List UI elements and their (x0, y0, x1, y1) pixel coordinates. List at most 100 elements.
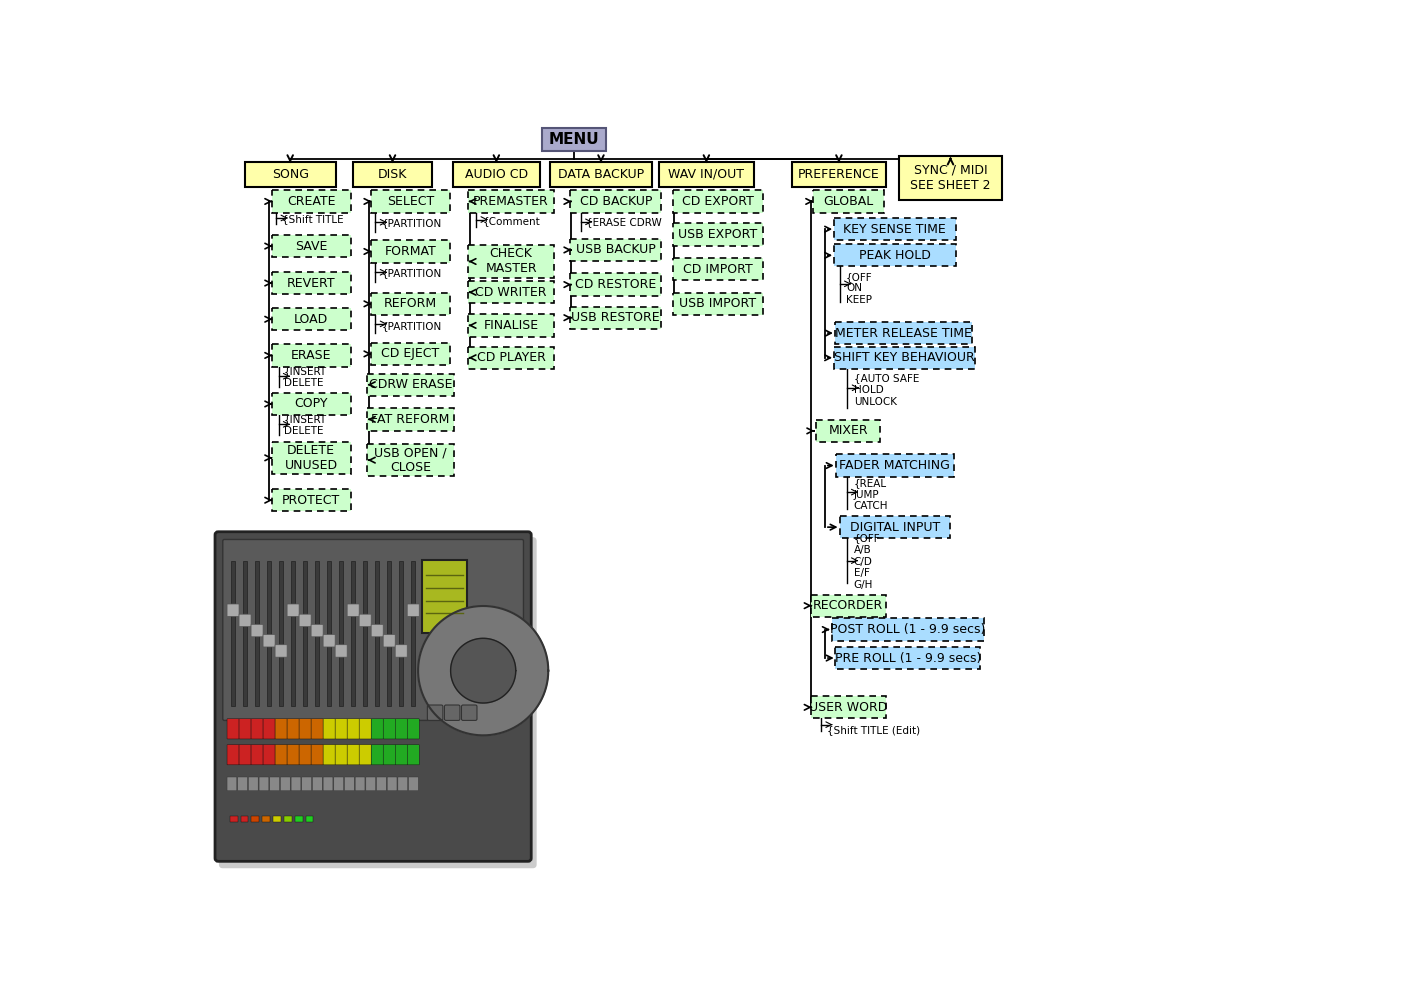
FancyBboxPatch shape (388, 560, 392, 706)
FancyBboxPatch shape (347, 745, 359, 765)
FancyBboxPatch shape (359, 745, 371, 765)
FancyBboxPatch shape (334, 777, 344, 791)
FancyBboxPatch shape (383, 719, 395, 739)
Text: {Shift TITLE: {Shift TITLE (282, 214, 344, 224)
FancyBboxPatch shape (371, 745, 383, 765)
FancyBboxPatch shape (240, 816, 249, 822)
Text: {INSERT
DELETE: {INSERT DELETE (284, 366, 327, 388)
Text: SYNC / MIDI
SEE SHEET 2: SYNC / MIDI SEE SHEET 2 (910, 164, 991, 191)
FancyBboxPatch shape (397, 777, 407, 791)
FancyBboxPatch shape (302, 777, 312, 791)
FancyBboxPatch shape (336, 645, 347, 657)
FancyBboxPatch shape (658, 162, 754, 186)
Text: {Comment: {Comment (483, 215, 541, 225)
Text: FORMAT: FORMAT (385, 245, 437, 258)
FancyBboxPatch shape (834, 218, 956, 240)
FancyBboxPatch shape (271, 344, 351, 367)
Text: SELECT: SELECT (386, 195, 434, 208)
Text: GLOBAL: GLOBAL (823, 195, 873, 208)
Text: AUDIO CD: AUDIO CD (465, 168, 528, 181)
FancyBboxPatch shape (395, 645, 407, 657)
FancyBboxPatch shape (355, 777, 365, 791)
FancyBboxPatch shape (371, 342, 449, 365)
FancyBboxPatch shape (263, 745, 275, 765)
FancyBboxPatch shape (284, 816, 292, 822)
FancyBboxPatch shape (299, 614, 312, 627)
FancyBboxPatch shape (323, 635, 336, 647)
FancyBboxPatch shape (462, 705, 477, 720)
FancyBboxPatch shape (453, 162, 539, 186)
Text: REVERT: REVERT (286, 277, 336, 290)
FancyBboxPatch shape (388, 777, 397, 791)
FancyBboxPatch shape (900, 156, 1001, 199)
FancyBboxPatch shape (407, 604, 420, 616)
Polygon shape (418, 606, 549, 735)
FancyBboxPatch shape (445, 705, 461, 720)
FancyBboxPatch shape (263, 635, 275, 647)
Text: FADER MATCHING: FADER MATCHING (840, 459, 951, 472)
FancyBboxPatch shape (835, 647, 980, 670)
FancyBboxPatch shape (291, 560, 295, 706)
Text: METER RELEASE TIME: METER RELEASE TIME (835, 326, 972, 339)
FancyBboxPatch shape (407, 745, 420, 765)
FancyBboxPatch shape (673, 293, 764, 315)
Text: CREATE: CREATE (286, 195, 336, 208)
Text: {OFF
A/B
C/D
E/F
G/H: {OFF A/B C/D E/F G/H (854, 534, 880, 590)
Text: LOAD: LOAD (293, 312, 329, 325)
Text: PREFERENCE: PREFERENCE (797, 168, 880, 181)
FancyBboxPatch shape (338, 560, 344, 706)
Text: DIGITAL INPUT: DIGITAL INPUT (849, 521, 939, 534)
FancyBboxPatch shape (275, 719, 286, 739)
FancyBboxPatch shape (270, 777, 279, 791)
FancyBboxPatch shape (271, 272, 351, 295)
FancyBboxPatch shape (570, 274, 661, 296)
FancyBboxPatch shape (286, 604, 299, 616)
FancyBboxPatch shape (423, 559, 468, 633)
Text: {REAL
JUMP
CATCH: {REAL JUMP CATCH (854, 478, 889, 512)
Text: {ERASE CDRW: {ERASE CDRW (587, 217, 663, 227)
FancyBboxPatch shape (299, 719, 312, 739)
FancyBboxPatch shape (251, 719, 263, 739)
FancyBboxPatch shape (395, 719, 407, 739)
FancyBboxPatch shape (673, 223, 764, 246)
FancyBboxPatch shape (344, 777, 354, 791)
FancyBboxPatch shape (237, 777, 247, 791)
Text: CD EJECT: CD EJECT (382, 347, 439, 360)
FancyBboxPatch shape (286, 745, 299, 765)
FancyBboxPatch shape (239, 719, 251, 739)
Text: WAV IN/OUT: WAV IN/OUT (668, 168, 744, 181)
Text: FAT REFORM: FAT REFORM (371, 413, 449, 426)
FancyBboxPatch shape (570, 239, 661, 261)
FancyBboxPatch shape (227, 745, 239, 765)
FancyBboxPatch shape (834, 322, 972, 344)
FancyBboxPatch shape (239, 745, 251, 765)
FancyBboxPatch shape (271, 190, 351, 212)
FancyBboxPatch shape (312, 719, 323, 739)
FancyBboxPatch shape (271, 309, 351, 330)
FancyBboxPatch shape (314, 560, 319, 706)
FancyBboxPatch shape (366, 374, 453, 396)
FancyBboxPatch shape (313, 777, 323, 791)
Text: CHECK
MASTER: CHECK MASTER (486, 247, 536, 276)
FancyBboxPatch shape (323, 745, 336, 765)
FancyBboxPatch shape (254, 560, 260, 706)
Text: COPY: COPY (295, 398, 329, 411)
Text: POST ROLL (1 - 9.9 secs): POST ROLL (1 - 9.9 secs) (830, 623, 986, 636)
Text: PRE ROLL (1 - 9.9 secs): PRE ROLL (1 - 9.9 secs) (835, 652, 981, 665)
FancyBboxPatch shape (291, 777, 300, 791)
FancyBboxPatch shape (243, 560, 247, 706)
FancyBboxPatch shape (323, 719, 336, 739)
FancyBboxPatch shape (366, 408, 453, 431)
Text: {Shift TITLE (Edit): {Shift TITLE (Edit) (827, 724, 920, 735)
FancyBboxPatch shape (468, 281, 555, 304)
FancyBboxPatch shape (383, 635, 395, 647)
FancyBboxPatch shape (323, 777, 333, 791)
FancyBboxPatch shape (371, 240, 449, 263)
FancyBboxPatch shape (251, 745, 263, 765)
FancyBboxPatch shape (371, 719, 383, 739)
Text: MIXER: MIXER (828, 425, 868, 437)
Text: CD EXPORT: CD EXPORT (682, 195, 754, 208)
FancyBboxPatch shape (399, 560, 403, 706)
FancyBboxPatch shape (312, 624, 323, 637)
Text: CD BACKUP: CD BACKUP (580, 195, 651, 208)
